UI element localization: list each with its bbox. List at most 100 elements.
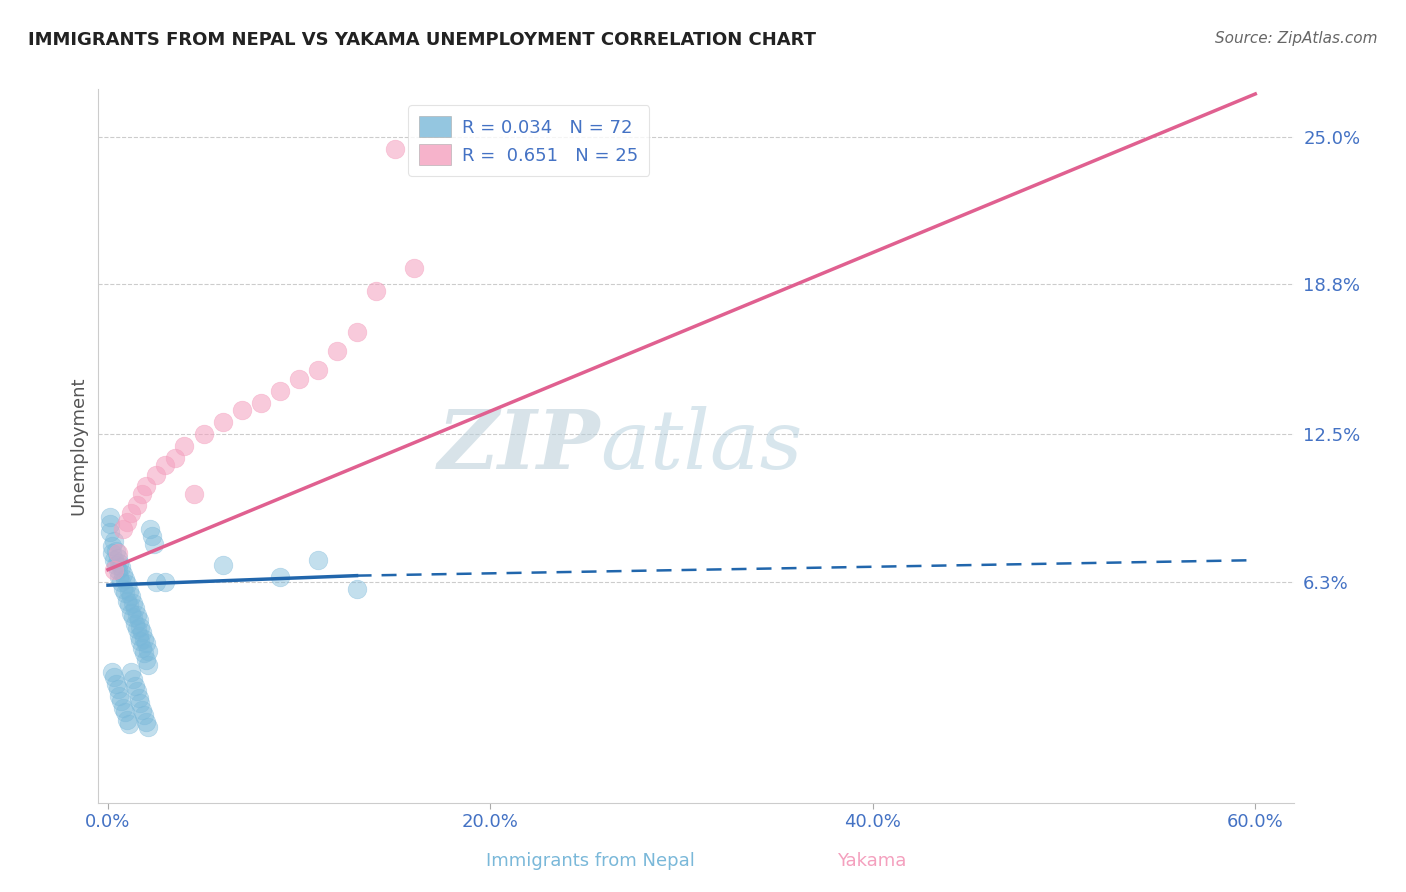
Point xyxy=(135,653,157,667)
Point xyxy=(107,563,129,577)
Point xyxy=(136,643,159,657)
Point xyxy=(110,693,132,707)
Point xyxy=(108,689,131,703)
Point xyxy=(124,600,146,615)
Text: Source: ZipAtlas.com: Source: ZipAtlas.com xyxy=(1215,31,1378,46)
Text: IMMIGRANTS FROM NEPAL VS YAKAMA UNEMPLOYMENT CORRELATION CHART: IMMIGRANTS FROM NEPAL VS YAKAMA UNEMPLOY… xyxy=(28,31,815,49)
Point xyxy=(346,325,368,339)
Point xyxy=(125,622,148,636)
Point xyxy=(114,586,136,600)
Point xyxy=(103,670,125,684)
Point xyxy=(136,720,159,734)
Point xyxy=(131,641,153,656)
Point xyxy=(98,510,121,524)
Point xyxy=(145,467,167,482)
Point xyxy=(173,439,195,453)
Point xyxy=(134,646,156,660)
Point xyxy=(120,506,142,520)
Point xyxy=(121,672,143,686)
Point xyxy=(110,560,132,574)
Point xyxy=(134,632,156,646)
Point xyxy=(115,515,138,529)
Point xyxy=(107,546,129,560)
Point xyxy=(125,499,148,513)
Point xyxy=(129,634,152,648)
Point xyxy=(136,657,159,672)
Text: atlas: atlas xyxy=(600,406,803,486)
Point xyxy=(135,479,157,493)
Point xyxy=(104,543,127,558)
Point xyxy=(128,691,150,706)
Point xyxy=(112,582,135,596)
Point xyxy=(120,665,142,679)
Point xyxy=(307,553,329,567)
Point xyxy=(288,372,311,386)
Point xyxy=(269,570,291,584)
Point xyxy=(120,589,142,603)
Point xyxy=(307,363,329,377)
Point xyxy=(121,610,143,624)
Point xyxy=(112,567,135,582)
Point xyxy=(101,539,124,553)
Point xyxy=(121,596,143,610)
Point xyxy=(124,679,146,693)
Point xyxy=(135,714,157,729)
Point xyxy=(112,522,135,536)
Point xyxy=(104,677,127,691)
Legend: R = 0.034   N = 72, R =  0.651   N = 25: R = 0.034 N = 72, R = 0.651 N = 25 xyxy=(408,105,650,176)
Point xyxy=(211,558,233,572)
Point xyxy=(129,696,152,710)
Point xyxy=(103,534,125,549)
Point xyxy=(129,620,152,634)
Point xyxy=(98,524,121,539)
Point xyxy=(250,396,273,410)
Point xyxy=(101,546,124,560)
Point xyxy=(124,617,146,632)
Text: Yakama: Yakama xyxy=(837,852,907,870)
Point xyxy=(110,574,132,589)
Y-axis label: Unemployment: Unemployment xyxy=(69,376,87,516)
Point xyxy=(108,570,131,584)
Text: ZIP: ZIP xyxy=(437,406,600,486)
Point xyxy=(104,558,127,572)
Point xyxy=(131,703,153,717)
Point xyxy=(107,681,129,696)
Point xyxy=(134,707,156,722)
Point xyxy=(155,458,177,472)
Point xyxy=(141,529,163,543)
Point xyxy=(120,606,142,620)
Point xyxy=(142,536,165,550)
Point xyxy=(115,593,138,607)
Point xyxy=(139,522,162,536)
Point xyxy=(155,574,177,589)
Point xyxy=(231,403,253,417)
Point xyxy=(131,486,153,500)
Point xyxy=(145,574,167,589)
Point xyxy=(131,624,153,639)
Point xyxy=(193,427,215,442)
Point xyxy=(128,629,150,643)
Point xyxy=(118,599,141,613)
Point xyxy=(326,343,349,358)
Point xyxy=(103,553,125,567)
Point xyxy=(163,450,186,465)
Point xyxy=(384,142,406,156)
Point xyxy=(107,550,129,565)
Point xyxy=(125,607,148,622)
Point xyxy=(125,684,148,698)
Point xyxy=(364,285,387,299)
Point xyxy=(103,563,125,577)
Point xyxy=(346,582,368,596)
Point xyxy=(118,717,141,731)
Point xyxy=(98,517,121,532)
Point xyxy=(128,613,150,627)
Point xyxy=(101,665,124,679)
Point xyxy=(112,700,135,714)
Point xyxy=(211,415,233,429)
Point xyxy=(115,713,138,727)
Point xyxy=(135,636,157,650)
Point xyxy=(114,706,136,720)
Point xyxy=(114,572,136,586)
Point xyxy=(269,384,291,399)
Point xyxy=(118,584,141,599)
